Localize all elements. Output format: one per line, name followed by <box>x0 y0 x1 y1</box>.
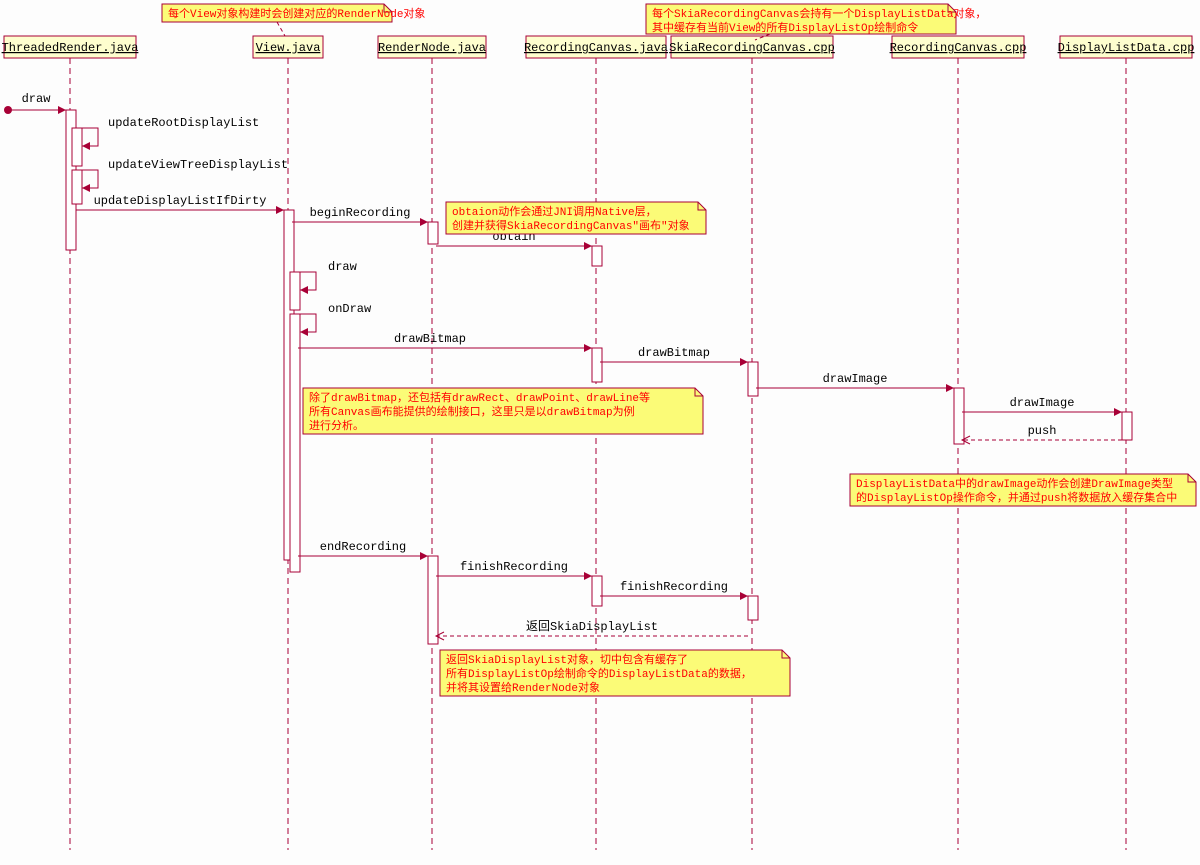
note-text: 每个View对象构建时会创建对应的RenderNode对象 <box>168 6 425 21</box>
note-text: 其中缓存有当前View的所有DisplayListOp绘制命令 <box>652 20 918 35</box>
note-text: DisplayListData中的drawImage动作会创建DrawImage… <box>856 476 1173 491</box>
message-label: push <box>1028 424 1057 438</box>
participant-label: RenderNode.java <box>378 41 486 55</box>
message-label: updateRootDisplayList <box>108 116 259 130</box>
activation-bar <box>72 170 82 204</box>
activation-bar <box>954 388 964 444</box>
message-label: draw <box>328 260 358 274</box>
message-label: drawBitmap <box>638 346 710 360</box>
activation-bar <box>592 348 602 382</box>
activation-bar <box>290 314 300 572</box>
activation-bar <box>748 596 758 620</box>
message-label: 返回SkiaDisplayList <box>526 619 658 634</box>
note-text: 除了drawBitmap，还包括有drawRect、drawPoint、draw… <box>309 390 650 405</box>
message-label: drawImage <box>823 372 888 386</box>
message-label: onDraw <box>328 302 372 316</box>
participant-label: View.java <box>256 41 321 55</box>
message-label: drawImage <box>1010 396 1075 410</box>
participant-label: SkiaRecordingCanvas.cpp <box>669 41 835 55</box>
participant-label: ThreadedRender.java <box>2 41 139 55</box>
sequence-diagram: ThreadedRender.java View.java RenderNode.j… <box>0 0 1200 860</box>
activation-bar <box>748 362 758 396</box>
note-text: 所有Canvas画布能提供的绘制接口，这里只是以drawBitmap为例 <box>309 404 635 419</box>
activation-bar <box>428 556 438 644</box>
activation-bar <box>592 246 602 266</box>
participant-label: RecordingCanvas.cpp <box>890 41 1027 55</box>
message-label: finishRecording <box>620 580 728 594</box>
note-text: 返回SkiaDisplayList对象，切中包含有缓存了 <box>446 652 688 667</box>
note-text: 所有DisplayListOp绘制命令的DisplayListData的数据， <box>446 666 752 681</box>
note-text: 创建并获得SkiaRecordingCanvas"画布"对象 <box>452 218 690 233</box>
activation-bar <box>592 576 602 606</box>
note-text: 的DisplayListOp操作命令，并通过push将数据放入缓存集合中 <box>856 490 1177 505</box>
activation-bar <box>72 128 82 166</box>
message-label: finishRecording <box>460 560 568 574</box>
activation-bar <box>290 272 300 310</box>
message-label: updateViewTreeDisplayList <box>108 158 288 172</box>
message-label: updateDisplayListIfDirty <box>94 194 267 208</box>
participant-label: RecordingCanvas.java <box>524 41 668 55</box>
note-text: 每个SkiaRecordingCanvas会持有一个DisplayListDat… <box>652 6 986 21</box>
note-text: 进行分析。 <box>309 418 364 433</box>
note-text: obtaion动作会通过JNI调用Native层， <box>452 205 657 219</box>
activation-bar <box>428 222 438 244</box>
message-label: endRecording <box>320 540 406 554</box>
message-label: drawBitmap <box>394 332 466 346</box>
participant-label: DisplayListData.cpp <box>1058 41 1195 55</box>
message-label: beginRecording <box>310 206 411 220</box>
message-label: draw <box>22 92 52 106</box>
note-text: 并将其设置给RenderNode对象 <box>446 680 600 695</box>
activation-bar <box>1122 412 1132 440</box>
